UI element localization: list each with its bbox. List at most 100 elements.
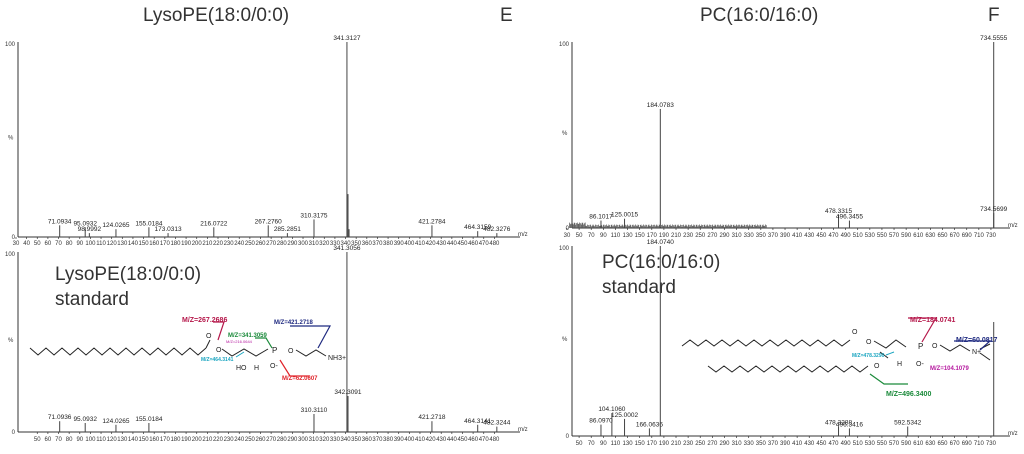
f-sample-x-tick-label: 610	[913, 233, 924, 239]
f-standard-x-tick-label: 390	[780, 441, 791, 447]
e-standard-x-tick-label: 380	[383, 437, 394, 443]
f-standard-x-tick-label: 270	[707, 441, 718, 447]
e-standard-x-tick-label: 370	[372, 437, 383, 443]
e-standard-x-tick-label: 280	[277, 437, 288, 443]
e-sample-peak-label: 71.0934	[48, 218, 72, 225]
e-standard-x-tick-label: 180	[170, 437, 181, 443]
e-standard-x-tick-label: 210	[202, 437, 213, 443]
e-standard-x-tick-label: 470	[479, 437, 490, 443]
e-sample-x-tick-label: 350	[351, 241, 362, 247]
f-sample-x-tick-label: 250	[695, 233, 706, 239]
e-standard-peak-label: 464.3141	[464, 418, 491, 425]
pc-annotation-478: M/Z=478.3290	[852, 353, 885, 359]
f-standard-x-tick-label: 150	[635, 441, 646, 447]
e-standard-x-tick-label: 240	[234, 437, 245, 443]
e-sample-peak-label: 464.3159	[464, 224, 491, 231]
e-sample-x-tick-label: 260	[255, 241, 266, 247]
f-sample-x-tick-label: 50	[576, 233, 583, 239]
e-standard-x-tick-label: 110	[96, 437, 106, 443]
f-standard-x-tick-label: 630	[925, 441, 936, 447]
e-standard-x-tick-label: 420	[426, 437, 437, 443]
f-standard-x-tick-label: 110	[611, 441, 621, 447]
lysope-phosphate-o-minus: O-	[270, 363, 278, 370]
e-standard-x-tick-label: 230	[224, 437, 235, 443]
e-standard-peak-label: 482.3244	[483, 420, 510, 427]
e-sample-x-tick-label: 70	[55, 241, 62, 247]
f-sample-peak-label: 184.0783	[647, 102, 674, 109]
e-standard-x-tick-label: 200	[192, 437, 203, 443]
f-standard-x-tick-label: 670	[950, 441, 961, 447]
f-standard-x-tick-label: 210	[671, 441, 682, 447]
pc-ester-o: O	[866, 339, 872, 346]
f-standard-peak-label: 478.3288	[825, 420, 852, 427]
f-standard-y-min-label: 0	[566, 434, 570, 440]
e-standard-x-tick-label: 410	[415, 437, 426, 443]
e-sample-peak-label: 421.2784	[418, 218, 445, 225]
f-standard-y-max-label: 100	[559, 246, 570, 252]
lysope-carbonyl-o: O	[206, 333, 212, 340]
f-sample-peak-label: 734.5555	[980, 35, 1007, 42]
e-sample-x-tick-label: 460	[468, 241, 479, 247]
f-sample-x-tick-label: 270	[707, 233, 718, 239]
e-sample-x-tick-label: 200	[192, 241, 203, 247]
e-sample-x-tick-label: 270	[266, 241, 277, 247]
f-sample-x-tick-label: 90	[600, 233, 607, 239]
pc-annotation-60: M/Z=60.0817	[956, 337, 998, 344]
e-sample-x-tick-label: 90	[76, 241, 83, 247]
f-sample-x-tick-label: 350	[756, 233, 767, 239]
e-sample-x-tick-label: 390	[394, 241, 405, 247]
e-sample-peak-label: 173.0313	[154, 226, 181, 233]
left-panel-title: LysoPE(18:0/0:0)	[143, 5, 290, 26]
right-standard-word: standard	[602, 277, 676, 298]
lysope-annotation-216: M/Z=216.0644	[226, 339, 253, 344]
right-standard-name: PC(16:0/16:0)	[602, 252, 721, 273]
lysope-fragment-labels: M/Z=267.2686 M/Z=421.2718 M/Z=341.3059 M…	[182, 317, 318, 382]
f-standard-peak-label: 104.1060	[598, 406, 625, 413]
e-sample-x-tick-label: 50	[34, 241, 41, 247]
e-sample-x-tick-label: 140	[128, 241, 139, 247]
f-sample-x-tick-label: 390	[780, 233, 791, 239]
e-sample-peak-label: 267.2760	[255, 218, 282, 225]
f-standard-x-tick-label: 530	[865, 441, 876, 447]
pc-chain-1	[681, 339, 851, 347]
e-sample-x-tick-label: 220	[213, 241, 224, 247]
f-standard-x-tick-label: 90	[600, 441, 607, 447]
f-sample-x-tick-label: 210	[671, 233, 682, 239]
e-sample-x-tick-label: 430	[436, 241, 447, 247]
f-sample-x-tick-label: 290	[719, 233, 730, 239]
e-sample-x-tick-label: 190	[181, 241, 192, 247]
f-sample-x-tick-label: 670	[950, 233, 961, 239]
e-standard-y-max-label: 100	[5, 252, 16, 258]
e-sample-x-tick-label: 450	[457, 241, 468, 247]
f-standard-x-tick-label: 510	[853, 441, 864, 447]
e-sample-y-unit-label: %	[8, 136, 14, 142]
lysope-annotation-341: M/Z=341.3059	[228, 333, 268, 339]
e-standard-x-tick-label: 300	[298, 437, 309, 443]
lysope-phosphorus: P	[272, 346, 277, 355]
f-sample-x-tick-label: 310	[732, 233, 743, 239]
e-standard-y-unit-label: %	[8, 338, 14, 344]
f-standard-x-tick-label: 290	[719, 441, 730, 447]
lysope-hydrogen: H	[254, 365, 259, 372]
f-standard-x-tick-label: 710	[974, 441, 985, 447]
lysope-annotation-421: M/Z=421.2718	[274, 320, 314, 326]
f-sample-x-tick-label: 530	[865, 233, 876, 239]
e-standard-x-tick-label: 320	[319, 437, 330, 443]
e-standard-x-tick-label: 350	[351, 437, 362, 443]
f-sample-x-tick-label: 650	[937, 233, 948, 239]
e-standard-x-tick-label: 130	[117, 437, 128, 443]
pc-fragment-labels: M/Z=184.0741 M/Z=60.0817 M/Z=478.3290 M/…	[852, 317, 998, 398]
f-standard-peak-label: 86.0970	[589, 418, 613, 425]
e-standard-x-tick-label: 270	[266, 437, 277, 443]
e-sample-x-tick-label: 360	[362, 241, 373, 247]
e-standard-peak-label: 341.3056	[333, 245, 360, 252]
f-standard-x-tick-label: 470	[828, 441, 839, 447]
f-sample-peak-label: 734.5699	[980, 206, 1007, 213]
left-standard-word: standard	[55, 289, 129, 310]
f-standard-x-tick-label: 690	[962, 441, 973, 447]
f-sample-y-min-label: 0	[566, 226, 570, 232]
f-sample-x-tick-label: 490	[841, 233, 852, 239]
f-sample-peak-label: 496.3455	[836, 214, 863, 221]
e-standard-peak-label: 124.0265	[102, 418, 129, 425]
pc-phosphorus: P	[918, 342, 923, 351]
